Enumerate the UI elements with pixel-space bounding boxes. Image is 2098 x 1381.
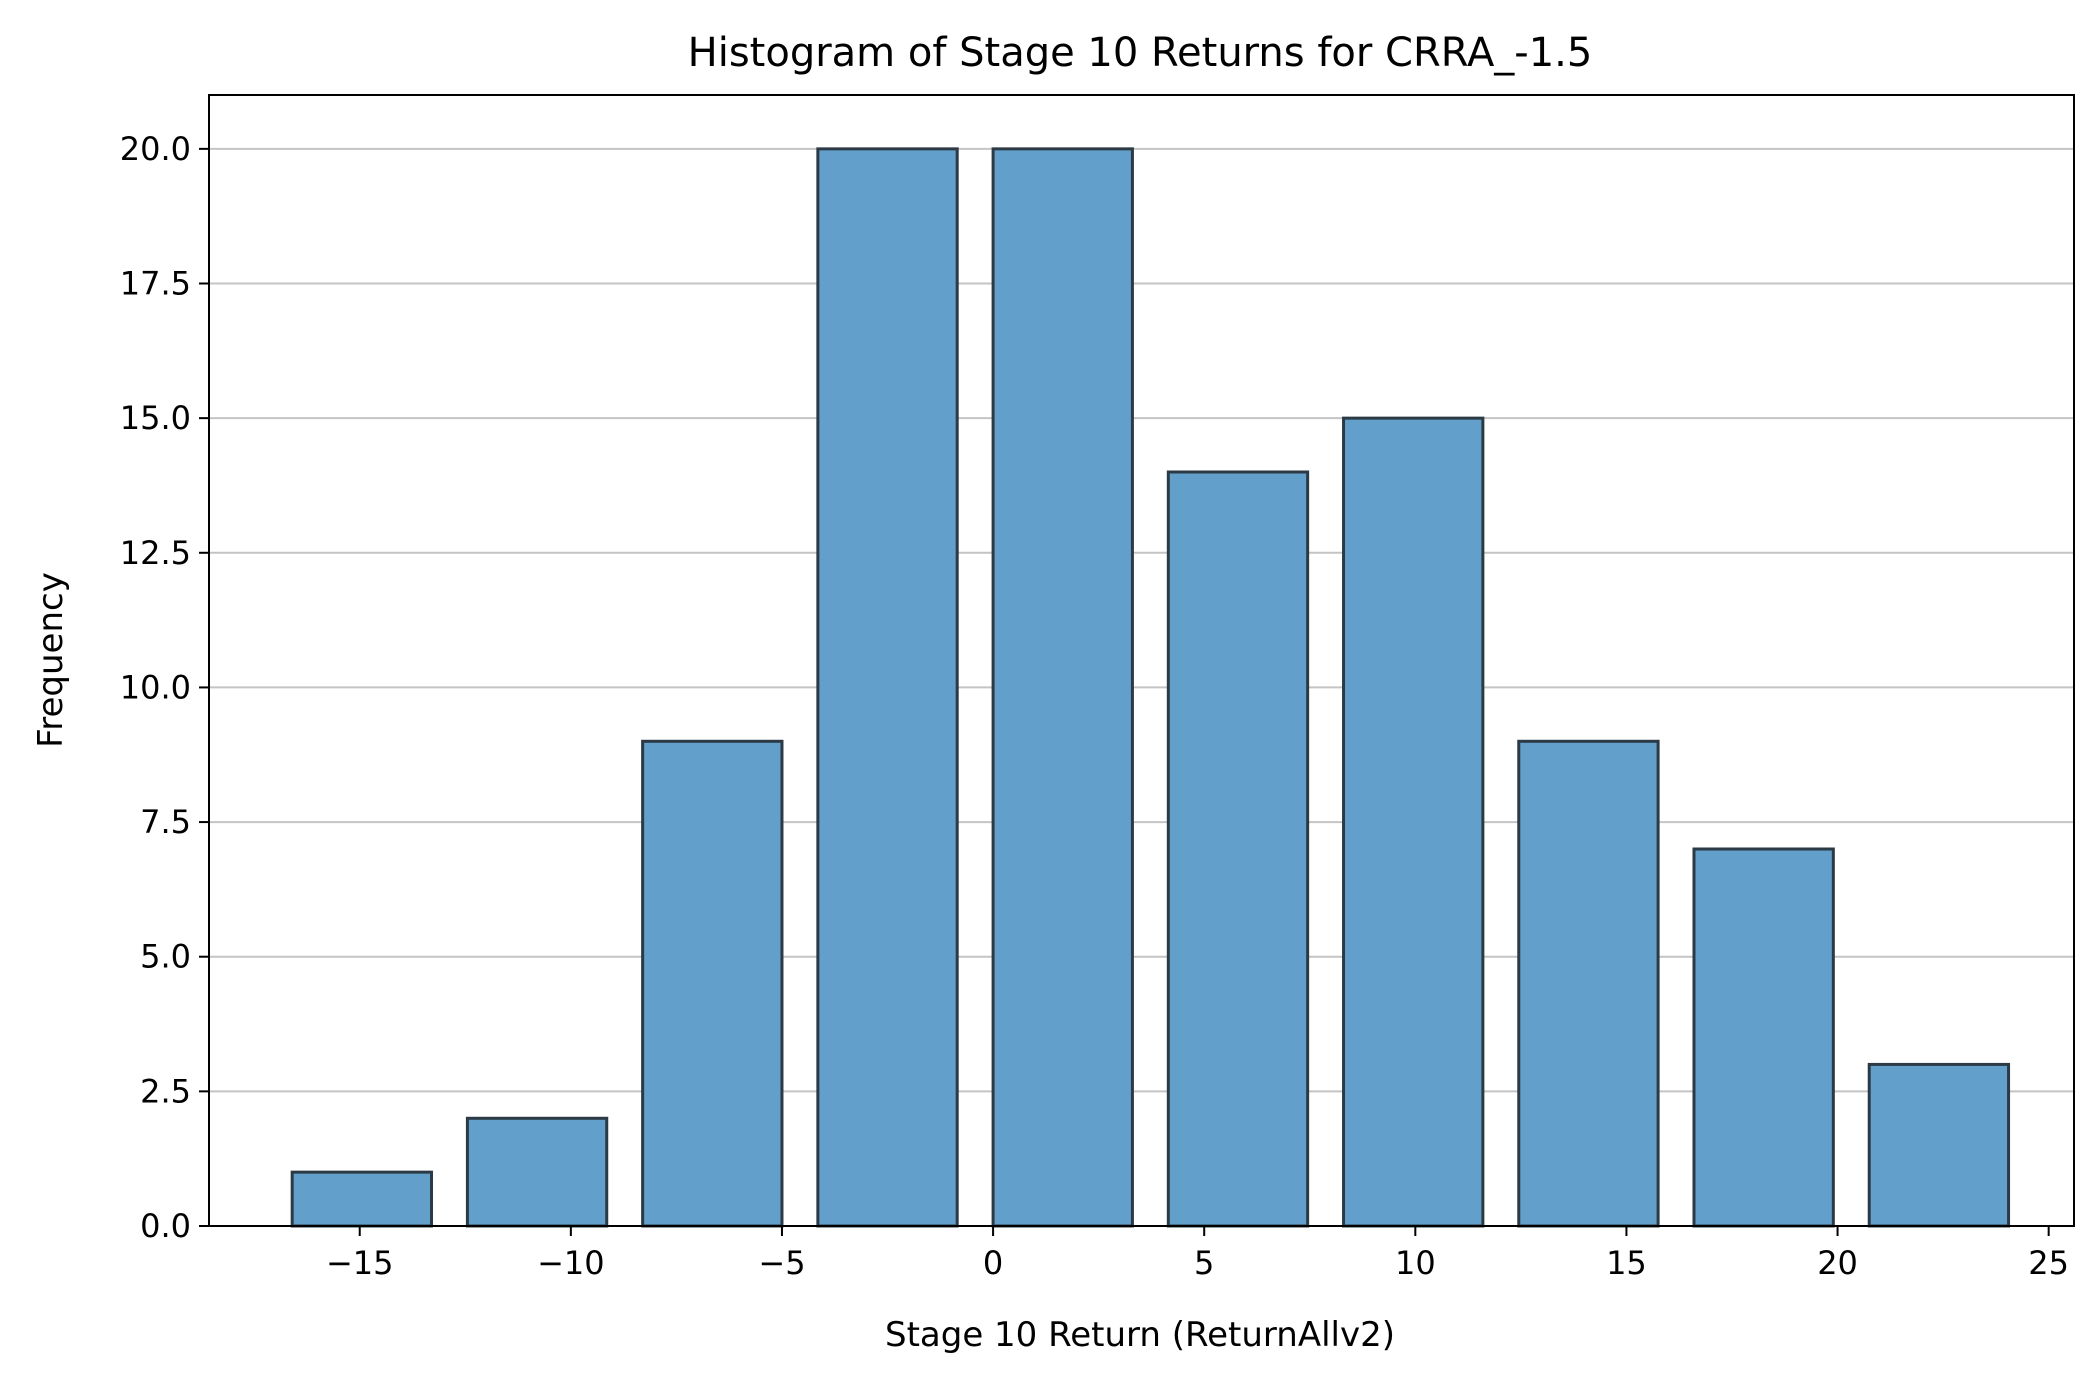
y-tick-label: 20.0 [120,130,191,168]
histogram-bar [1867,1062,2011,1228]
x-axis-ticks: −15 −10 −5 0 5 10 15 20 25 [326,1226,2069,1282]
y-tick-label: 17.5 [120,265,191,303]
x-tick-label: −5 [758,1244,805,1282]
chart-title: Histogram of Stage 10 Returns for CRRA_-… [688,30,1593,76]
x-tick-label: −10 [537,1244,605,1282]
histogram-bar [1517,739,1660,1228]
y-tick-label: 12.5 [120,534,191,572]
y-tick-label: 7.5 [140,803,191,841]
x-tick-label: 25 [2028,1244,2069,1282]
histogram-bar [991,147,1134,1228]
histogram-bar [816,147,959,1228]
x-tick-label: 5 [1194,1244,1214,1282]
histogram-bar [641,739,784,1228]
histogram-bar [1692,847,1835,1228]
x-tick-label: 10 [1395,1244,1436,1282]
y-tick-label: 2.5 [140,1072,191,1110]
y-tick-label: 10.0 [120,668,191,706]
x-tick-label: −15 [326,1244,394,1282]
y-tick-label: 15.0 [120,399,191,437]
histogram-bars [290,147,2011,1228]
y-axis-label: Frequency [31,572,71,748]
histogram-bar [465,1116,609,1228]
x-axis-label: Stage 10 Return (ReturnAllv2) [885,1315,1395,1355]
y-gridlines [209,147,2074,1227]
histogram-bar [1342,416,1485,1228]
histogram-bar [1166,470,1310,1228]
y-tick-label: 5.0 [140,938,191,976]
x-tick-label: 15 [1606,1244,1647,1282]
x-tick-label: 0 [983,1244,1003,1282]
y-axis-ticks: 0.0 2.5 5.0 7.5 10.0 12.5 15.0 17.5 20.0 [120,130,209,1245]
y-tick-label: 0.0 [140,1207,191,1245]
plot-frame [208,94,2075,1227]
histogram-bar [290,1170,434,1228]
x-tick-label: 20 [1817,1244,1858,1282]
